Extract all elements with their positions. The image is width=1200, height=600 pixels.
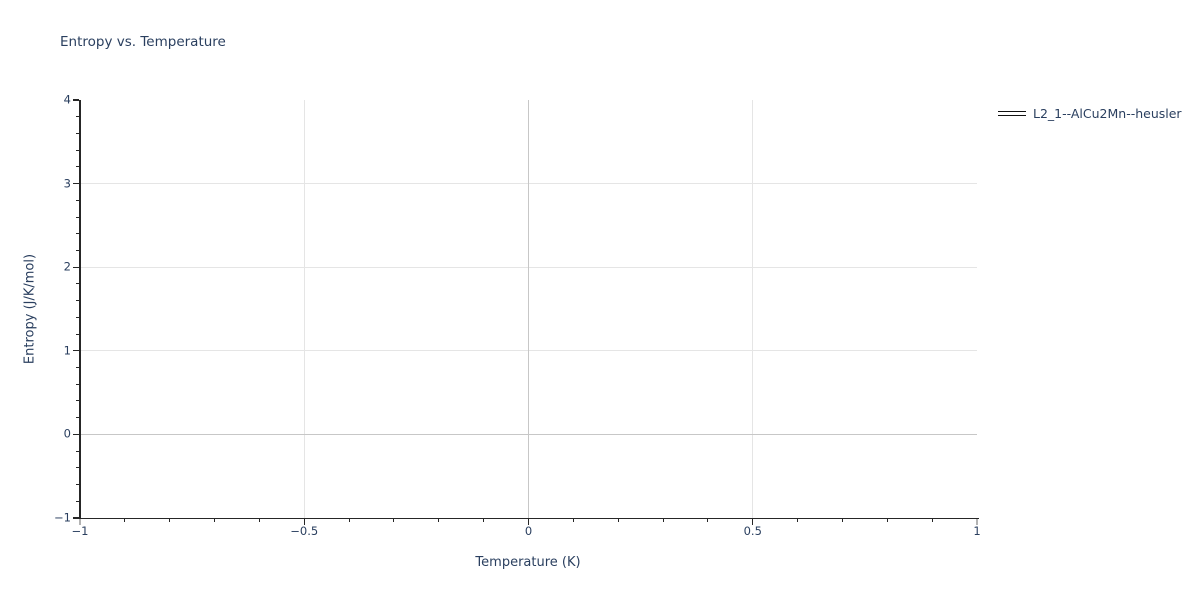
x-minor-tick <box>124 519 126 523</box>
legend-line-swatch <box>998 111 1026 116</box>
y-minor-tick <box>75 300 79 302</box>
y-minor-tick <box>75 417 79 419</box>
x-minor-tick <box>662 519 664 523</box>
x-minor-tick <box>617 519 619 523</box>
x-minor-tick <box>348 519 350 523</box>
y-tick-label: 0 <box>63 427 71 442</box>
y-minor-tick <box>75 149 79 151</box>
y-minor-tick <box>75 450 79 452</box>
x-axis-title: Temperature (K) <box>475 555 581 570</box>
x-minor-tick <box>841 519 843 523</box>
x-major-tick <box>752 519 754 525</box>
x-major-tick <box>527 519 530 525</box>
y-tick-label: 1 <box>63 343 71 358</box>
x-minor-tick <box>169 519 171 523</box>
y-minor-tick <box>75 500 79 502</box>
y-major-tick <box>73 517 79 519</box>
x-axis-spine <box>79 517 979 520</box>
x-tick-label: −0.5 <box>290 523 319 538</box>
legend-item: L2_1--AlCu2Mn--heusler <box>998 106 1182 121</box>
y-minor-tick <box>75 367 79 369</box>
x-minor-tick <box>931 519 933 523</box>
y-minor-tick <box>75 333 79 335</box>
y-minor-tick <box>75 283 79 285</box>
x-minor-tick <box>214 519 216 523</box>
y-minor-tick <box>75 249 79 251</box>
x-minor-tick <box>258 519 260 523</box>
x-minor-tick <box>797 519 799 523</box>
y-minor-tick <box>75 216 79 218</box>
y-tick-label: 3 <box>63 176 71 191</box>
chart-title: Entropy vs. Temperature <box>60 34 226 50</box>
y-tick-label: 2 <box>63 259 71 274</box>
x-tick-label: 1 <box>973 523 981 538</box>
x-minor-tick <box>886 519 888 523</box>
y-axis-spine <box>79 100 81 520</box>
x-minor-tick <box>707 519 709 523</box>
x-minor-tick <box>438 519 440 523</box>
y-major-tick <box>73 350 79 352</box>
y-zeroline <box>80 433 977 436</box>
y-minor-tick <box>75 400 79 402</box>
y-tick-label: −1 <box>54 510 71 525</box>
y-minor-tick <box>75 316 79 318</box>
y-major-tick <box>73 183 79 185</box>
legend: L2_1--AlCu2Mn--heusler <box>998 106 1182 121</box>
x-minor-tick <box>483 519 485 523</box>
y-major-tick <box>73 433 79 435</box>
y-tick-label: 4 <box>63 92 71 107</box>
y-minor-tick <box>75 132 79 134</box>
x-tick-label: 0.5 <box>743 523 762 538</box>
legend-item-label: L2_1--AlCu2Mn--heusler <box>1033 106 1182 121</box>
x-major-tick <box>79 519 81 525</box>
vertical-gridline <box>303 100 305 518</box>
x-tick-label: 0 <box>524 523 533 538</box>
y-minor-tick <box>75 166 79 168</box>
y-minor-tick <box>75 199 79 201</box>
y-major-tick <box>73 266 79 268</box>
x-tick-label: −1 <box>71 523 89 538</box>
y-minor-tick <box>75 116 79 118</box>
x-zeroline <box>527 100 530 518</box>
y-minor-tick <box>75 484 79 486</box>
x-minor-tick <box>393 519 395 523</box>
y-minor-tick <box>75 233 79 235</box>
x-major-tick <box>976 519 978 525</box>
x-minor-tick <box>572 519 574 523</box>
vertical-gridline <box>752 100 754 518</box>
x-major-tick <box>303 519 305 525</box>
y-minor-tick <box>75 467 79 469</box>
y-minor-tick <box>75 383 79 385</box>
y-major-tick <box>73 99 79 101</box>
